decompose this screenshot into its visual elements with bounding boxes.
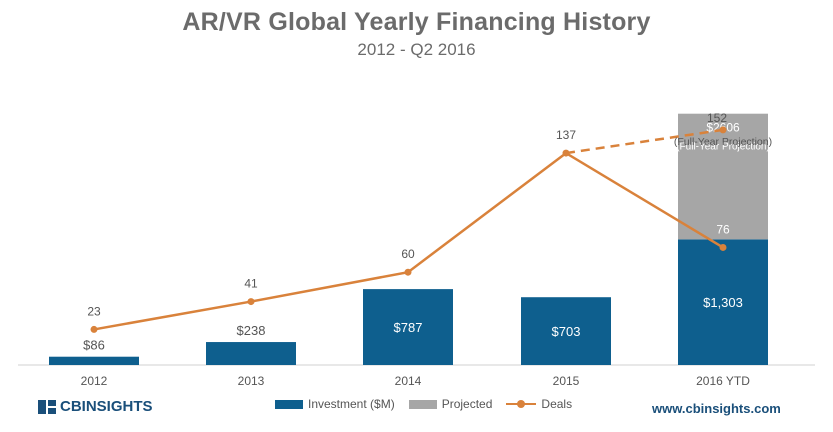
cbinsights-logo-icon: [38, 399, 56, 414]
deals-projection-label: 152: [707, 111, 727, 125]
legend-item-investment: Investment ($M): [275, 397, 395, 411]
deals-point: [562, 149, 570, 157]
website-link[interactable]: www.cbinsights.com: [652, 401, 781, 416]
cbinsights-logo: CBINSIGHTS: [38, 398, 153, 415]
legend-label-deals: Deals: [541, 397, 573, 411]
deals-projection-point: [719, 126, 727, 134]
deals-projection-note: (Full-Year Projection): [674, 136, 772, 148]
chart-legend: Investment ($M) Projected Deals: [275, 397, 572, 411]
bar-investment: [521, 297, 611, 365]
x-tick-label: 2015: [553, 374, 580, 388]
deals-data-label: 76: [716, 222, 730, 236]
deals-projection-line: [565, 128, 724, 155]
deals-data-label: 60: [401, 247, 415, 261]
bar-investment: [206, 342, 296, 365]
deals-data-label: 41: [244, 277, 258, 291]
legend-label-investment: Investment ($M): [308, 397, 395, 411]
deals-point: [404, 268, 412, 276]
bar-investment: [363, 289, 453, 365]
bar-data-label: $1,303: [703, 295, 743, 310]
cbinsights-logo-text: CBINSIGHTS: [60, 398, 153, 415]
legend-item-projected: Projected: [408, 397, 493, 411]
bar-data-label: $86: [83, 338, 105, 353]
deals-point: [247, 298, 255, 306]
legend-swatch-investment: [275, 399, 303, 409]
chart-subtitle: 2012 - Q2 2016: [357, 40, 476, 59]
legend-swatch-deals: [506, 399, 537, 409]
x-tick-label: 2013: [238, 374, 265, 388]
projected-bar-note-line1: (Full-Year Projection): [676, 142, 770, 153]
legend-label-projected: Projected: [441, 397, 493, 411]
bar-data-label: $787: [394, 320, 423, 335]
bar-data-label: $703: [552, 324, 581, 339]
bar-investment: [49, 356, 139, 365]
deals-data-label: 23: [87, 304, 101, 318]
chart-title: AR/VR Global Yearly Financing History: [182, 8, 651, 36]
x-tick-label: 2016 YTD: [696, 374, 750, 388]
deals-point: [90, 325, 98, 333]
deals-data-label: 137: [556, 128, 576, 142]
deals-point: [719, 243, 727, 251]
legend-item-deals: Deals: [506, 397, 572, 411]
x-tick-label: 2012: [81, 374, 108, 388]
bar-data-label: $238: [237, 323, 266, 338]
legend-swatch-projected: [408, 399, 437, 409]
x-tick-label: 2014: [395, 374, 422, 388]
bar-investment: [678, 239, 768, 365]
